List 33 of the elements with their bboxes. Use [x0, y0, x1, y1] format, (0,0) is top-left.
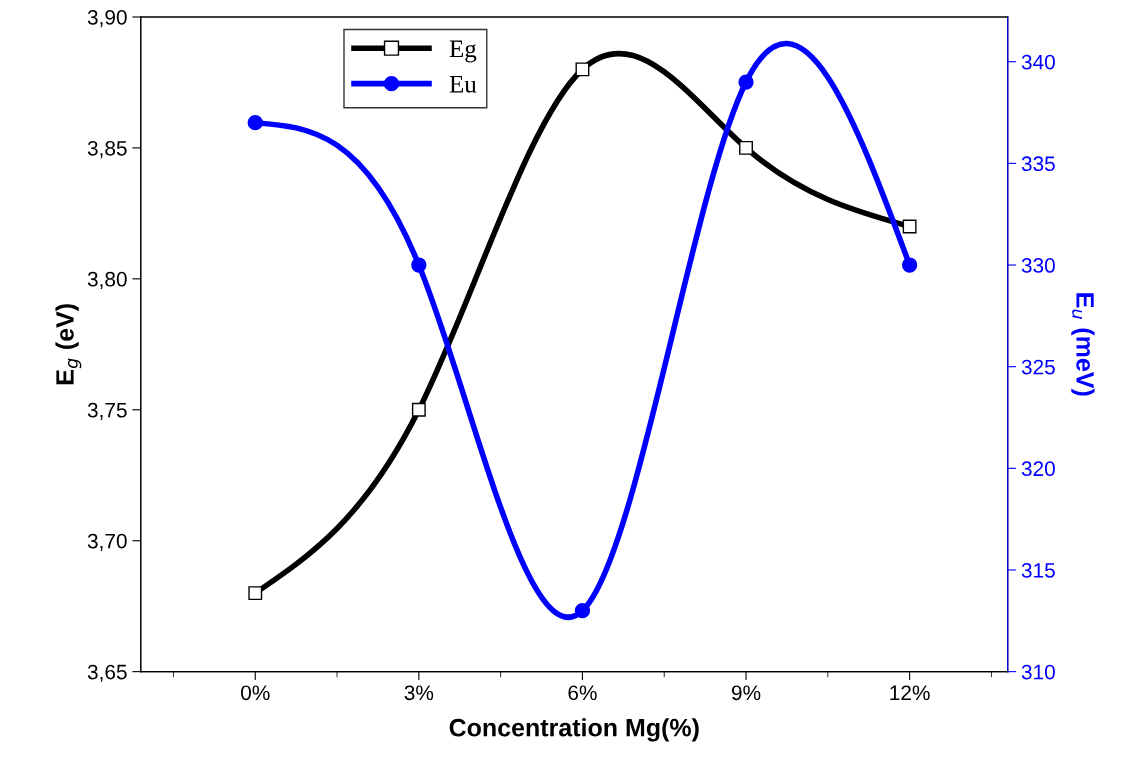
x-tick-label: 9%	[731, 685, 761, 701]
x-tick-label: 12%	[890, 685, 930, 701]
y2-tick-label: 320	[1021, 461, 1055, 477]
point	[411, 402, 426, 417]
y2-tick-label: 315	[1021, 562, 1055, 578]
point	[738, 74, 754, 90]
legend-label: Eu	[449, 76, 477, 93]
x-axis-title: Concentration Mg(%)	[449, 718, 699, 742]
point	[247, 115, 263, 131]
y-tick-label: 3,70	[87, 533, 127, 551]
y-tick-label: 3,75	[87, 402, 127, 420]
legend-label: Eg	[449, 40, 477, 63]
x-tick-label: 0%	[241, 685, 270, 701]
point	[248, 586, 263, 601]
point	[575, 62, 590, 77]
point	[901, 257, 918, 273]
point	[902, 219, 917, 234]
x-tick-label: 6%	[568, 685, 597, 701]
y-axis-title: E$_{g}$ (eV)	[55, 304, 82, 385]
y2-tick-label: 335	[1021, 156, 1055, 172]
y2-tick-label: 325	[1021, 359, 1055, 375]
point	[739, 140, 753, 155]
x-tick-label: 3%	[404, 685, 434, 701]
point	[411, 257, 427, 273]
y-tick-label: 3,80	[87, 271, 127, 290]
y2-tick-label: 340	[1021, 54, 1055, 70]
y-tick-label: 3,85	[87, 140, 127, 159]
y2-tick-label: 330	[1021, 258, 1055, 273]
y2-axis-title: E$_{u}$ (meV)	[1071, 293, 1095, 396]
y2-tick-label: 310	[1021, 664, 1055, 680]
y-tick-label: 3,65	[87, 664, 127, 682]
point	[574, 603, 591, 619]
y-tick-label: 3,90	[87, 9, 127, 28]
